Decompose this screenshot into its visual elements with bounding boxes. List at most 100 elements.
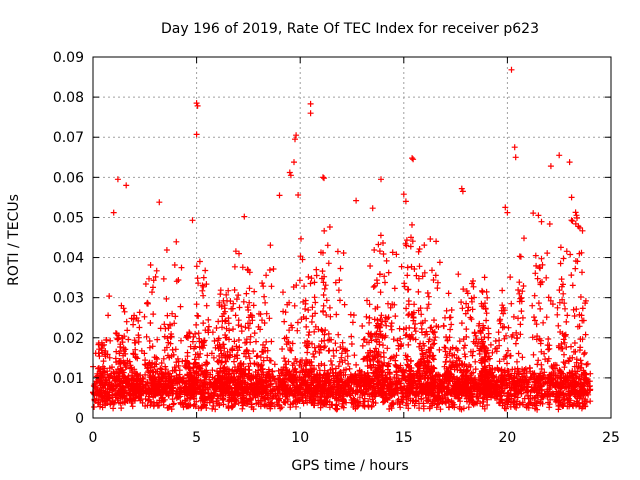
x-tick-label: 25	[602, 430, 620, 446]
data-point	[333, 347, 340, 354]
data-point	[562, 305, 568, 312]
data-point	[306, 329, 313, 336]
data-point	[568, 217, 575, 224]
data-point	[232, 312, 239, 319]
data-point	[481, 274, 488, 281]
data-point	[404, 264, 411, 271]
data-point	[581, 351, 587, 358]
data-point	[496, 337, 503, 344]
data-point	[156, 402, 163, 409]
data-point	[582, 331, 589, 338]
data-point	[353, 197, 360, 204]
data-point	[404, 286, 411, 293]
data-point	[470, 369, 477, 376]
data-point	[321, 227, 328, 234]
data-point	[579, 305, 586, 312]
data-point	[296, 277, 303, 284]
data-point	[415, 248, 422, 255]
y-tick-label: 0.04	[53, 251, 84, 267]
data-point	[320, 292, 327, 298]
data-point	[546, 221, 553, 227]
data-point	[429, 267, 435, 274]
x-tick-label: 15	[395, 430, 413, 446]
data-point	[173, 238, 180, 245]
data-point	[276, 192, 283, 199]
data-point	[483, 288, 490, 295]
data-point	[291, 159, 297, 166]
data-point	[380, 342, 386, 349]
data-point	[139, 399, 146, 406]
data-point	[177, 303, 184, 310]
data-point	[564, 312, 571, 319]
data-point	[261, 293, 268, 300]
data-point	[243, 290, 250, 297]
data-point	[540, 319, 547, 326]
data-point	[121, 308, 128, 315]
data-point	[577, 294, 584, 300]
x-axis-label: GPS time / hours	[291, 458, 408, 474]
data-point	[519, 354, 526, 361]
data-point	[455, 271, 462, 278]
data-point	[107, 337, 114, 344]
data-point	[327, 358, 334, 364]
data-point	[579, 269, 585, 276]
data-point	[521, 367, 528, 373]
data-point	[557, 260, 564, 267]
data-point	[160, 275, 167, 282]
data-point	[251, 330, 258, 337]
data-point	[535, 212, 542, 219]
data-point	[350, 312, 357, 319]
data-point	[146, 344, 153, 351]
data-point	[193, 263, 200, 270]
data-point	[178, 337, 184, 344]
data-point	[448, 321, 455, 328]
data-point	[146, 338, 153, 344]
data-point	[305, 332, 312, 338]
data-point	[370, 284, 377, 290]
data-point	[487, 341, 494, 348]
data-point	[213, 325, 220, 331]
data-point	[392, 313, 399, 320]
data-point	[210, 398, 216, 405]
data-point	[326, 304, 333, 311]
data-point	[321, 285, 328, 292]
data-point	[341, 301, 348, 308]
data-point	[530, 351, 537, 358]
data-point	[196, 258, 203, 265]
data-point	[332, 340, 339, 347]
data-point	[161, 321, 168, 328]
data-point	[424, 290, 431, 296]
data-point	[505, 324, 512, 331]
data-point	[203, 302, 210, 309]
data-point	[447, 326, 454, 333]
data-point	[203, 281, 210, 288]
data-point	[436, 259, 443, 266]
data-point	[527, 365, 533, 372]
data-point	[502, 204, 509, 211]
data-point	[504, 360, 510, 367]
data-point	[305, 273, 312, 280]
data-point	[431, 337, 438, 344]
data-point	[320, 174, 326, 181]
data-point	[321, 362, 328, 369]
data-point	[205, 323, 212, 330]
data-point	[372, 345, 379, 352]
data-point	[403, 305, 410, 312]
data-point	[204, 360, 211, 367]
data-point	[377, 232, 384, 239]
data-point	[259, 280, 266, 287]
data-point	[569, 218, 576, 224]
y-tick-label: 0.06	[53, 170, 84, 186]
plot-frame	[92, 56, 612, 419]
data-point	[382, 279, 388, 286]
data-point	[573, 306, 580, 313]
data-point	[311, 279, 318, 286]
data-point	[531, 314, 537, 321]
data-point	[521, 235, 527, 242]
data-point	[235, 322, 242, 329]
data-point	[145, 300, 151, 307]
data-point	[294, 319, 301, 326]
data-point	[298, 235, 304, 242]
data-point	[163, 295, 170, 302]
data-point	[376, 248, 383, 255]
